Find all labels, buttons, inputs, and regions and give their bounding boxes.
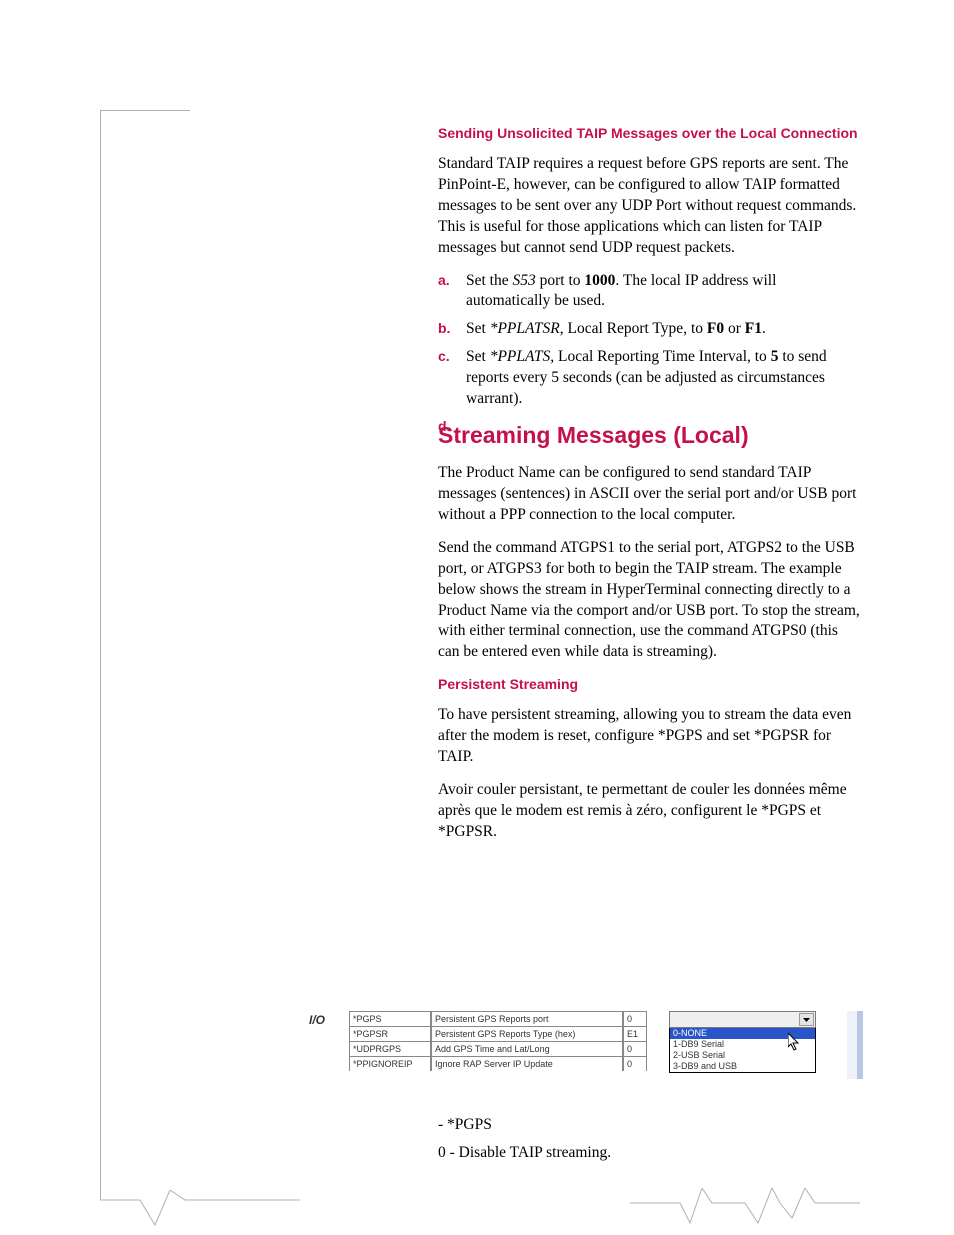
heading-sending-taip: Sending Unsolicited TAIP Messages over t… xyxy=(438,124,863,143)
dropdown-option[interactable]: 1-DB9 Serial xyxy=(670,1039,815,1050)
footer-notes: - *PGPS 0 - Disable TAIP streaming. xyxy=(438,1114,863,1169)
footer-line-1: - *PGPS xyxy=(438,1114,863,1136)
list-marker: a. xyxy=(438,271,450,290)
para-sending-taip: Standard TAIP requires a request before … xyxy=(438,154,863,259)
page-border-left xyxy=(100,110,101,1200)
list-marker: b. xyxy=(438,319,450,338)
cell-name: *PGPSR xyxy=(349,1027,431,1042)
cell-name: *UDPRGPS xyxy=(349,1042,431,1057)
footer-line-2: 0 - Disable TAIP streaming. xyxy=(438,1142,863,1164)
cell-val[interactable]: 0 xyxy=(623,1057,647,1071)
scrollbar-track xyxy=(847,1011,857,1079)
cell-val[interactable]: 0 xyxy=(623,1011,647,1027)
list-marker: c. xyxy=(438,347,450,366)
config-table: *PGPS Persistent GPS Reports port 0 *PGP… xyxy=(349,1011,647,1071)
page-cut-decoration xyxy=(630,1188,860,1233)
dropdown-option[interactable]: 3-DB9 and USB xyxy=(670,1061,815,1072)
dropdown-button[interactable] xyxy=(669,1011,816,1028)
chevron-down-icon[interactable] xyxy=(799,1013,814,1026)
dropdown-option[interactable]: 0-NONE xyxy=(670,1028,815,1039)
list-item-c: c. Set *PPLATS, Local Reporting Time Int… xyxy=(466,347,863,410)
heading-persistent-streaming: Persistent Streaming xyxy=(438,675,863,694)
cell-desc: Persistent GPS Reports port xyxy=(431,1011,623,1027)
table-row: *PGPS Persistent GPS Reports port 0 xyxy=(349,1011,647,1027)
cell-name: *PPIGNOREIP xyxy=(349,1057,431,1071)
page-cut-decoration xyxy=(100,1190,300,1230)
dropdown-list[interactable]: 0-NONE 1-DB9 Serial 2-USB Serial 3-DB9 a… xyxy=(669,1027,816,1073)
cell-val[interactable]: 0 xyxy=(623,1042,647,1057)
io-label: I/O xyxy=(309,1013,325,1027)
table-row: *PGPSR Persistent GPS Reports Type (hex)… xyxy=(349,1027,647,1042)
para-streaming-2: Send the command ATGPS1 to the serial po… xyxy=(438,538,863,664)
list-item-b: b. Set *PPLATSR, Local Report Type, to F… xyxy=(466,319,863,340)
heading-streaming-messages: Streaming Messages (Local) xyxy=(438,422,863,449)
scrollbar-thumb[interactable] xyxy=(857,1011,863,1079)
instruction-list: a. Set the S53 port to 1000. The local I… xyxy=(438,271,863,411)
main-content: Sending Unsolicited TAIP Messages over t… xyxy=(438,124,863,855)
table-row: *PPIGNOREIP Ignore RAP Server IP Update … xyxy=(349,1057,647,1071)
list-item-a: a. Set the S53 port to 1000. The local I… xyxy=(466,271,863,313)
cell-desc: Persistent GPS Reports Type (hex) xyxy=(431,1027,623,1042)
cell-desc: Add GPS Time and Lat/Long xyxy=(431,1042,623,1057)
port-dropdown[interactable]: 0-NONE 1-DB9 Serial 2-USB Serial 3-DB9 a… xyxy=(669,1011,816,1073)
cell-val[interactable]: E1 xyxy=(623,1027,647,1042)
table-row: *UDPRGPS Add GPS Time and Lat/Long 0 xyxy=(349,1042,647,1057)
para-streaming-1: The Product Name can be configured to se… xyxy=(438,463,863,526)
list-marker: d. xyxy=(438,417,450,436)
cell-desc: Ignore RAP Server IP Update xyxy=(431,1057,623,1071)
cell-name: *PGPS xyxy=(349,1011,431,1027)
para-persistent-1: To have persistent streaming, allowing y… xyxy=(438,705,863,768)
para-persistent-2: Avoir couler persistant, te permettant d… xyxy=(438,780,863,843)
dropdown-option[interactable]: 2-USB Serial xyxy=(670,1050,815,1061)
page-border-top xyxy=(100,110,190,111)
